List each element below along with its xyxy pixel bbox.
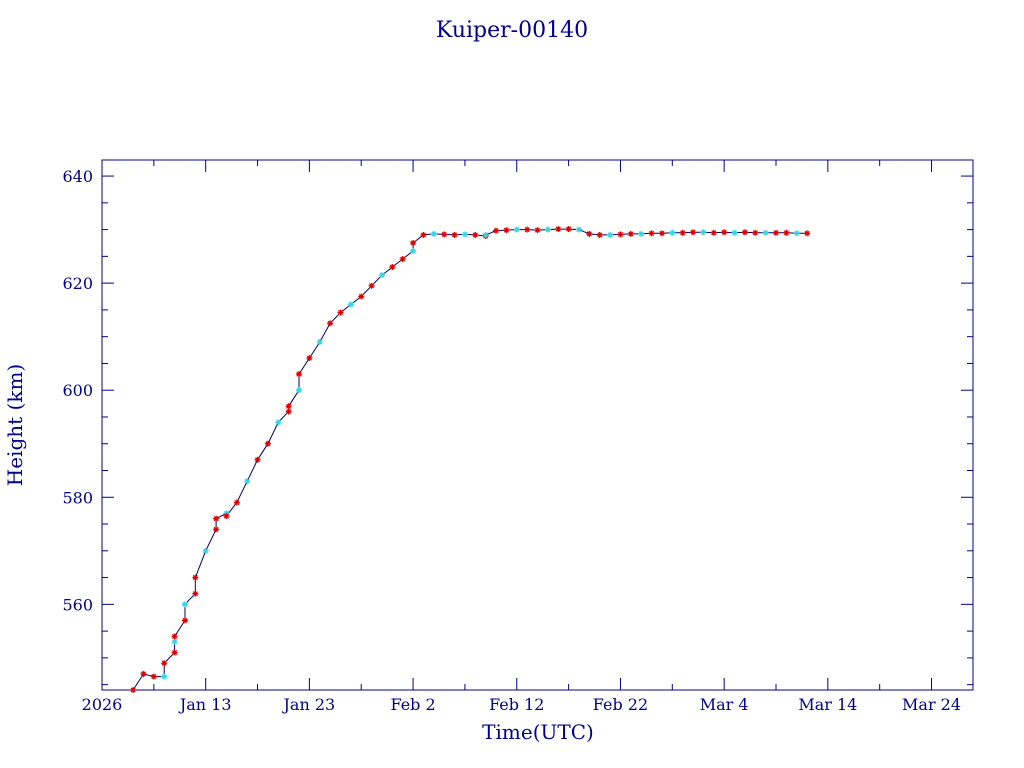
data-point <box>347 301 354 308</box>
data-point <box>420 231 427 238</box>
x-tick-labels: 2026 Jan 13 Jan 23 Feb 2 Feb 12 Feb 22 Mar 4 Ma… <box>82 695 961 714</box>
y-tick-label: 580 <box>62 488 93 507</box>
data-point <box>192 574 199 581</box>
y-tick-label: 560 <box>62 595 93 614</box>
data-point <box>202 547 209 554</box>
data-point <box>721 229 728 236</box>
x-tick-label: 2026 <box>82 695 123 714</box>
data-point <box>513 226 520 233</box>
data-point <box>638 230 645 237</box>
data-point <box>171 638 178 645</box>
data-point <box>586 230 593 237</box>
y-axis-label: Height (km) <box>3 364 27 486</box>
data-point <box>306 355 313 362</box>
data-point <box>192 590 199 597</box>
data-point <box>358 293 365 300</box>
data-point <box>171 649 178 656</box>
data-point <box>296 371 303 378</box>
x-tick-label: Mar 24 <box>902 695 961 714</box>
data-point <box>555 226 562 233</box>
data-point <box>130 687 137 693</box>
data-point <box>752 229 759 236</box>
plot-frame <box>101 159 974 691</box>
data-point <box>575 226 582 233</box>
data-point <box>627 230 634 237</box>
x-axis-label: Time(UTC) <box>482 720 594 744</box>
data-point <box>254 456 261 463</box>
data-point <box>783 229 790 236</box>
data-point <box>389 264 396 271</box>
data-point <box>493 227 500 234</box>
data-point <box>534 227 541 234</box>
data-point <box>161 660 168 667</box>
data-point <box>378 272 385 279</box>
data-point <box>337 309 344 316</box>
y-tick-label: 640 <box>62 167 93 186</box>
x-tick-label: Feb 12 <box>489 695 544 714</box>
data-point <box>140 670 147 677</box>
data-point <box>607 231 614 238</box>
data-point <box>793 230 800 237</box>
data-point <box>731 229 738 236</box>
data-point <box>669 229 676 236</box>
data-point <box>544 226 551 233</box>
data-point <box>181 617 188 624</box>
data-point <box>285 403 292 410</box>
data-point <box>451 231 458 238</box>
data-point <box>461 231 468 238</box>
data-point <box>275 419 282 426</box>
y-tick-labels: 560 580 600 620 640 <box>62 167 93 614</box>
axis-ticks <box>101 160 973 690</box>
data-point <box>430 230 437 237</box>
data-point <box>264 440 271 447</box>
data-point <box>213 515 220 522</box>
x-tick-label: Mar 4 <box>700 695 749 714</box>
data-point <box>233 499 240 506</box>
data-point <box>161 673 168 680</box>
data-point <box>441 231 448 238</box>
data-point <box>700 229 707 236</box>
data-point <box>150 673 157 680</box>
data-point <box>482 231 489 238</box>
y-tick-label: 600 <box>62 381 93 400</box>
data-point <box>596 231 603 238</box>
data-point <box>565 226 572 233</box>
x-tick-label: Feb 22 <box>593 695 648 714</box>
x-tick-label: Mar 14 <box>798 695 857 714</box>
chart-title: Kuiper-00140 <box>436 18 588 43</box>
data-point <box>772 229 779 236</box>
data-point <box>296 387 303 394</box>
data-point <box>368 282 375 289</box>
data-point <box>472 231 479 238</box>
data-points <box>130 226 811 693</box>
data-point <box>690 229 697 236</box>
data-point <box>648 230 655 237</box>
data-point <box>316 339 323 346</box>
series-line <box>132 228 808 691</box>
data-point <box>762 229 769 236</box>
data-point <box>710 229 717 236</box>
data-point <box>679 229 686 236</box>
data-point <box>410 239 417 246</box>
data-point <box>327 320 334 327</box>
data-point <box>285 408 292 415</box>
data-point <box>223 513 230 520</box>
data-point <box>171 633 178 640</box>
x-tick-label: Jan 23 <box>282 695 336 714</box>
data-point <box>244 478 251 485</box>
x-tick-label: Jan 13 <box>178 695 232 714</box>
data-point <box>503 227 510 234</box>
data-point <box>181 601 188 608</box>
data-point <box>617 231 624 238</box>
data-point <box>741 229 748 236</box>
data-point <box>524 226 531 233</box>
x-tick-label: Feb 2 <box>390 695 435 714</box>
data-point <box>804 230 811 237</box>
data-point <box>213 526 220 533</box>
data-point <box>399 256 406 263</box>
data-point <box>410 248 417 255</box>
y-tick-label: 620 <box>62 274 93 293</box>
data-point <box>658 230 665 237</box>
